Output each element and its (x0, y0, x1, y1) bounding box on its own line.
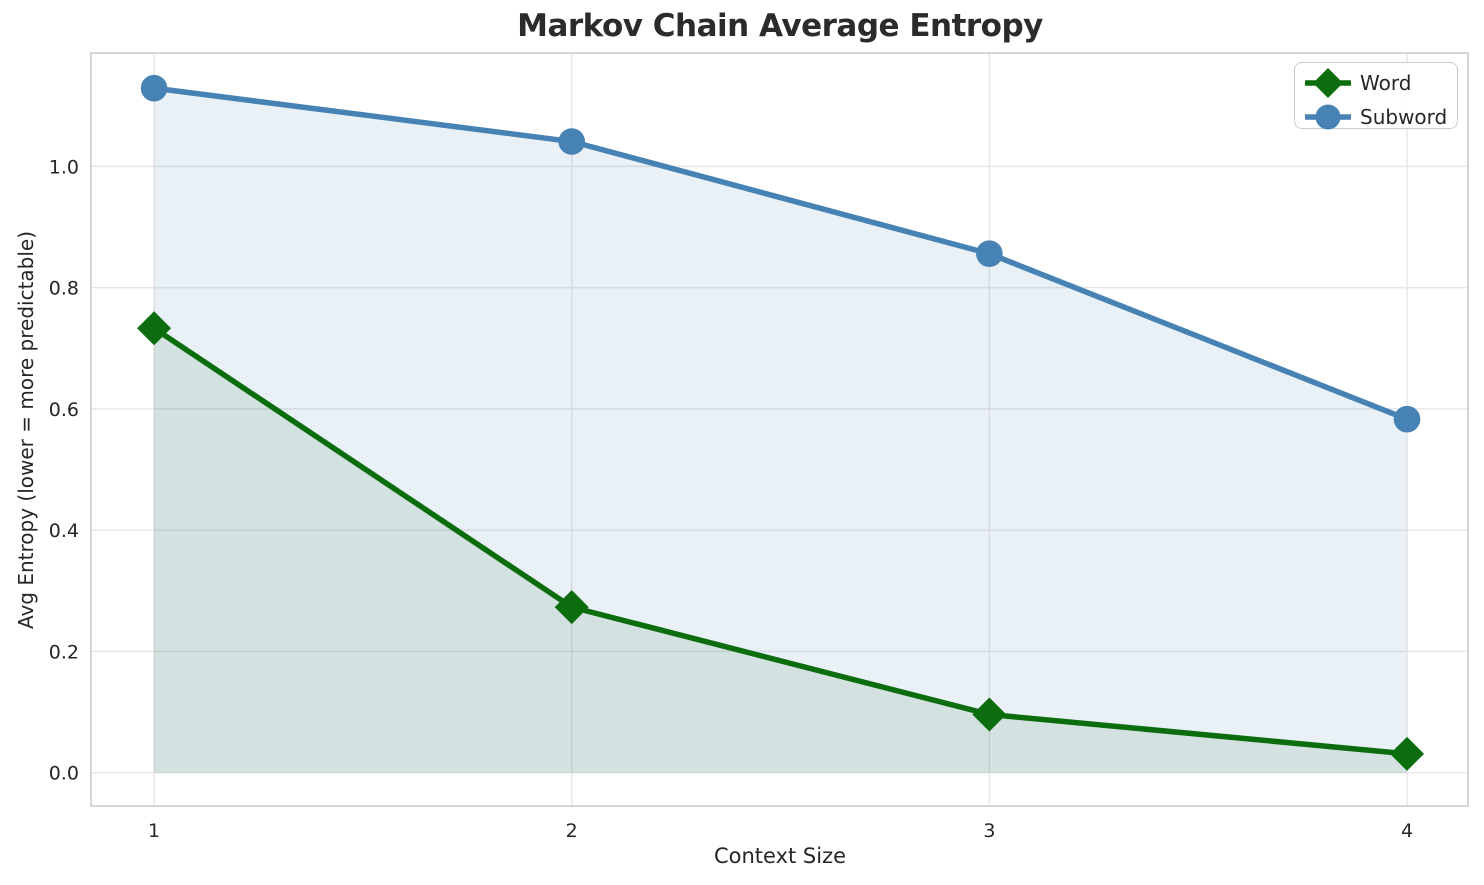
x-axis-label: Context Size (713, 844, 847, 868)
chart-title: Markov Chain Average Entropy (517, 8, 1043, 44)
legend-item-subword: Subword (1305, 100, 1447, 134)
marker-word (1390, 736, 1425, 771)
legend-marker-sample (1313, 68, 1343, 98)
y-tick-label: 0.0 (49, 763, 79, 785)
legend: Word Subword (1294, 62, 1458, 130)
legend-diamond-icon (1305, 68, 1351, 98)
legend-marker-sample (1315, 104, 1341, 130)
legend-circle-icon (1305, 104, 1351, 130)
marker-word (972, 697, 1007, 732)
x-tick-label: 4 (1401, 820, 1413, 842)
line-subword (151, 85, 1410, 422)
marker-subword (140, 74, 168, 102)
marker-subword (976, 240, 1003, 267)
area-fill-subword (154, 88, 1408, 773)
marker-subword (558, 128, 586, 155)
legend-item-word: Word (1305, 66, 1447, 100)
y-tick-label: 1.0 (49, 156, 79, 178)
y-tick-label: 0.6 (49, 399, 79, 421)
marker-word (137, 311, 172, 346)
x-tick-label: 3 (983, 820, 995, 842)
area-fill-word (154, 328, 1408, 773)
y-tick-label: 0.8 (49, 278, 79, 300)
x-tick-label: 2 (566, 820, 578, 842)
plot-border (90, 52, 1469, 807)
y-tick-label: 0.2 (49, 641, 79, 663)
legend-label: Subword (1360, 105, 1448, 129)
marker-word (554, 590, 589, 625)
line-word (151, 325, 1410, 757)
y-axis-label: Avg Entropy (lower = more predictable) (14, 230, 38, 630)
marker-subword (1393, 405, 1421, 433)
x-tick-label: 1 (148, 820, 160, 842)
y-tick-label: 0.4 (49, 520, 79, 542)
legend-label: Word (1360, 71, 1412, 95)
